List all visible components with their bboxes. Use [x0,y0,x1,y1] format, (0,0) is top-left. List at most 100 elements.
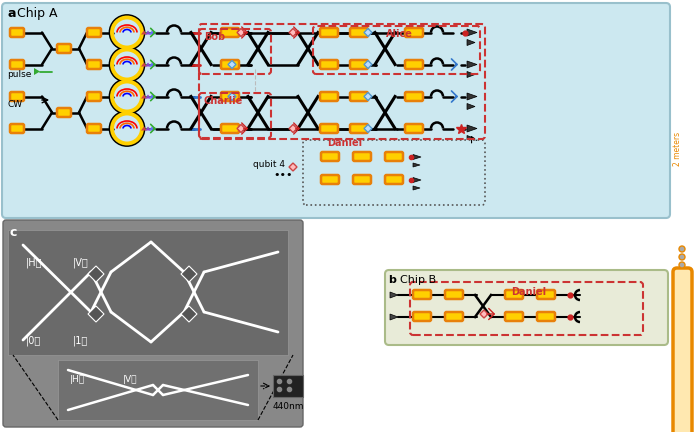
Polygon shape [390,314,398,320]
FancyBboxPatch shape [57,44,71,53]
FancyBboxPatch shape [3,220,303,427]
FancyBboxPatch shape [385,175,403,184]
FancyBboxPatch shape [10,124,24,133]
Polygon shape [467,61,477,68]
Text: |H〉: |H〉 [26,258,43,269]
Polygon shape [467,93,477,100]
Text: c: c [9,226,16,239]
Text: b: b [388,275,396,285]
Polygon shape [145,95,151,98]
Circle shape [679,246,685,252]
FancyBboxPatch shape [87,60,101,69]
Polygon shape [390,292,398,298]
Polygon shape [480,310,488,318]
Polygon shape [467,104,475,109]
FancyBboxPatch shape [673,268,692,432]
Polygon shape [467,39,475,45]
FancyBboxPatch shape [405,92,423,101]
Polygon shape [289,163,297,171]
Polygon shape [467,136,475,142]
Polygon shape [149,31,155,35]
FancyBboxPatch shape [505,290,523,299]
FancyBboxPatch shape [353,175,371,184]
Text: |1〉: |1〉 [73,335,88,346]
Polygon shape [145,63,151,67]
Polygon shape [141,95,147,98]
Polygon shape [413,186,420,190]
Polygon shape [141,127,147,130]
FancyBboxPatch shape [320,28,338,37]
Polygon shape [364,29,372,36]
FancyBboxPatch shape [10,28,24,37]
FancyBboxPatch shape [537,290,555,299]
FancyBboxPatch shape [320,124,338,133]
FancyBboxPatch shape [353,152,371,161]
FancyBboxPatch shape [350,124,368,133]
FancyBboxPatch shape [537,312,555,321]
Bar [273,375,303,397]
FancyBboxPatch shape [2,3,670,218]
FancyBboxPatch shape [221,60,239,69]
Text: •••: ••• [273,170,293,180]
Text: pulse: pulse [7,70,31,79]
Polygon shape [181,266,197,282]
Polygon shape [141,31,147,35]
Polygon shape [467,29,477,36]
FancyBboxPatch shape [221,92,239,101]
FancyBboxPatch shape [385,270,668,345]
Bar [8,230,288,355]
Polygon shape [228,92,236,101]
Polygon shape [289,124,297,133]
FancyBboxPatch shape [321,175,339,184]
Polygon shape [149,127,155,130]
FancyBboxPatch shape [405,60,423,69]
Text: CW: CW [7,100,22,109]
Polygon shape [149,95,155,98]
Polygon shape [141,63,147,67]
FancyBboxPatch shape [321,152,339,161]
Polygon shape [237,29,245,36]
FancyBboxPatch shape [350,92,368,101]
Text: Chip B: Chip B [400,275,436,285]
Polygon shape [467,72,475,77]
Polygon shape [88,306,104,322]
Circle shape [679,262,685,268]
FancyBboxPatch shape [350,60,368,69]
FancyBboxPatch shape [10,92,24,101]
Polygon shape [413,155,421,159]
Text: Alice: Alice [386,29,413,39]
FancyBboxPatch shape [221,28,239,37]
Polygon shape [228,60,236,69]
FancyBboxPatch shape [405,124,423,133]
Text: Daniel: Daniel [327,138,362,148]
Text: 440nm: 440nm [272,402,304,411]
Polygon shape [149,63,155,67]
Polygon shape [364,92,372,101]
FancyBboxPatch shape [10,60,24,69]
FancyBboxPatch shape [350,28,368,37]
FancyBboxPatch shape [320,92,338,101]
FancyBboxPatch shape [445,290,463,299]
Polygon shape [364,124,372,133]
Text: Chip A: Chip A [17,7,57,20]
Text: Daniel: Daniel [511,287,546,297]
FancyBboxPatch shape [87,92,101,101]
Polygon shape [467,125,477,132]
Polygon shape [34,68,40,75]
Text: |0〉: |0〉 [26,335,41,346]
Text: qubit 4: qubit 4 [253,160,285,169]
Polygon shape [145,31,151,35]
FancyBboxPatch shape [57,108,71,117]
Text: 2 meters: 2 meters [673,132,682,166]
Text: Bob: Bob [204,32,225,42]
FancyBboxPatch shape [413,290,431,299]
Bar [58,360,258,420]
Polygon shape [181,306,197,322]
FancyBboxPatch shape [405,28,423,37]
Text: |V〉: |V〉 [73,258,89,269]
FancyBboxPatch shape [413,312,431,321]
Polygon shape [289,29,297,36]
FancyBboxPatch shape [221,124,239,133]
Circle shape [679,254,685,260]
Text: Charlie: Charlie [204,96,244,106]
